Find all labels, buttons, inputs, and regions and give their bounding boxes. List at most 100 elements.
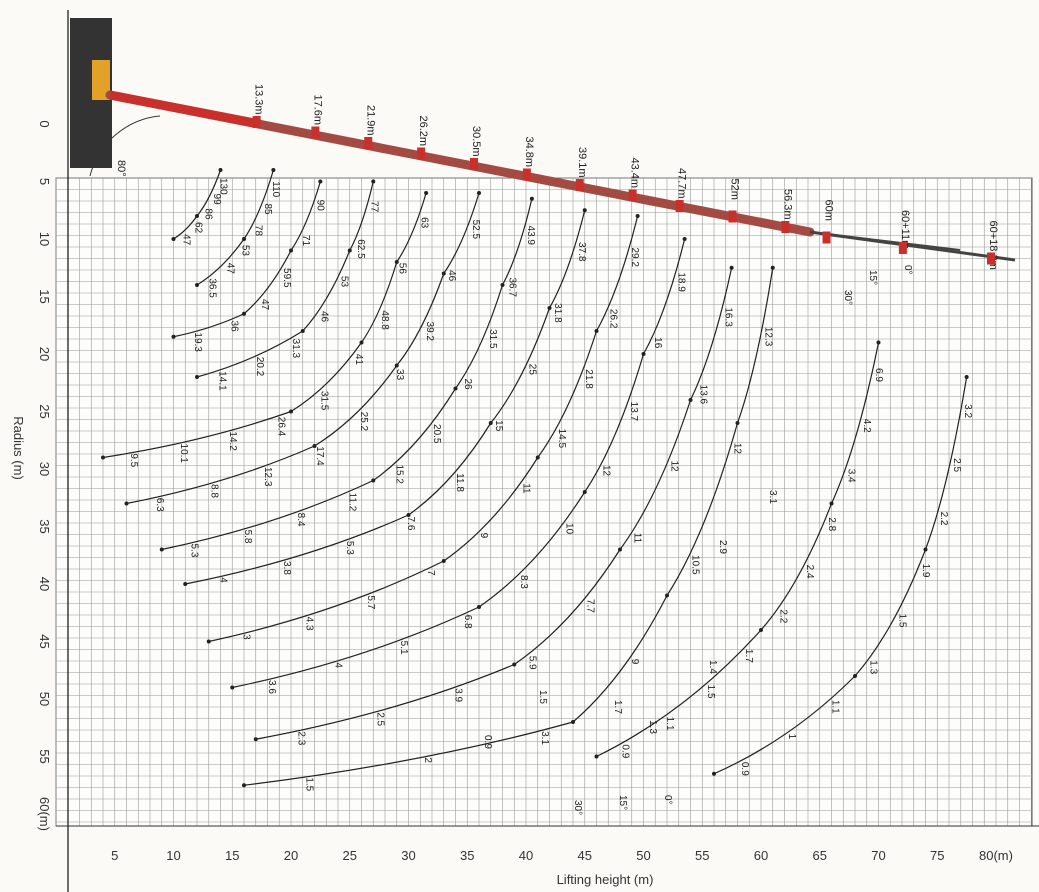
load-value-label: 5.3	[344, 541, 355, 555]
chart-grid	[55, 10, 1039, 892]
y-tick-label: 50	[37, 692, 52, 706]
load-point	[964, 375, 969, 379]
boom-section-joint	[470, 158, 478, 170]
y-tick-label: 25	[37, 404, 52, 418]
load-value-label: 13.7	[628, 402, 639, 422]
load-point	[712, 771, 716, 776]
load-value-label: 16.3	[722, 307, 733, 327]
load-value-label: 2.5	[375, 712, 386, 726]
load-value-label: 2.8	[826, 517, 837, 531]
boom-section-joint	[417, 147, 426, 160]
load-value-label: 7.7	[584, 599, 595, 613]
load-value-label: 2.4	[804, 565, 815, 579]
y-tick-label: 30	[37, 462, 52, 476]
load-curves: 130998662471108578534736.5907159.5473619…	[101, 168, 973, 815]
x-tick-label: 25	[343, 848, 357, 863]
load-value-label: 39.2	[424, 322, 435, 342]
annotation-label: 2.9	[717, 540, 728, 554]
boom-length-label: 21.9m	[364, 105, 376, 136]
x-tick-label: 55	[695, 848, 709, 863]
load-value-label: 110	[270, 181, 281, 197]
boom-section-joint	[987, 252, 995, 265]
load-value-label: 47	[180, 234, 191, 246]
load-value-label: 7	[425, 570, 436, 576]
load-value-label: 2.2	[938, 512, 949, 526]
load-value-label: 8.4	[295, 513, 306, 527]
load-curve	[185, 210, 586, 585]
load-value-label: 7.6	[405, 517, 416, 531]
load-point	[500, 283, 505, 287]
load-value-label: 62.5	[355, 239, 366, 259]
load-point	[770, 265, 775, 270]
load-value-label: 1.5	[897, 614, 908, 628]
load-curve	[243, 267, 774, 786]
load-point	[124, 501, 129, 506]
load-value-label: 6.9	[873, 368, 884, 382]
load-value-label: 15.2	[393, 464, 404, 484]
load-point	[453, 386, 458, 391]
load-point	[318, 179, 323, 184]
load-point	[641, 352, 646, 356]
y-axis-ticks: 0 5 10 15 20 25 30 35 40 45 50 55 60(m)	[37, 120, 52, 831]
load-value-label: 3.6	[266, 680, 277, 694]
load-value-label: 47	[259, 299, 270, 311]
x-tick-label: 30	[401, 848, 415, 863]
load-value-label: 13.6	[697, 385, 708, 405]
annotation-label: 1.7	[612, 700, 623, 714]
load-point	[923, 547, 928, 552]
load-value-label: 10.5	[689, 555, 700, 575]
load-value-label: 20.2	[254, 357, 265, 377]
load-value-label: 2.3	[296, 731, 307, 745]
load-value-label: 1.5	[303, 777, 314, 791]
boom-section-joint	[675, 200, 684, 212]
load-value-label: 62	[192, 222, 203, 234]
load-value-label: 5.7	[365, 595, 376, 609]
load-point	[230, 685, 235, 690]
load-point	[477, 605, 481, 609]
y-tick-label: 0	[37, 120, 52, 127]
load-value-label: 9	[629, 659, 640, 665]
load-value-label: 19.3	[192, 332, 203, 352]
boom-length-label: 13.3m	[253, 84, 265, 115]
x-axis-ticks: 5 10 15 20 25 30 35 40 45 50 55 60 65 70 75 80(m)	[111, 848, 1013, 863]
load-point	[206, 639, 211, 644]
load-value-label: 3.9	[452, 688, 463, 702]
x-tick-label: 60	[754, 848, 768, 863]
load-value-label: 2	[422, 757, 433, 763]
annotation-label: 1.5	[537, 690, 548, 704]
load-value-label: 26	[462, 378, 473, 390]
load-point	[665, 593, 669, 598]
load-value-label: 12.3	[262, 467, 273, 487]
load-value-label: 0.9	[620, 744, 631, 758]
boom-section-joint	[898, 242, 907, 254]
annotation-label: 0°	[902, 265, 913, 275]
load-value-label: 11	[631, 533, 642, 544]
load-value-label: 41	[353, 354, 364, 366]
x-tick-label: 50	[636, 848, 650, 863]
load-value-label: 1.9	[920, 564, 931, 578]
x-tick-label: 80(m)	[979, 848, 1013, 863]
boom-length-label: 56.3m	[781, 189, 793, 220]
load-point	[512, 662, 517, 667]
load-value-label: 2.5	[951, 458, 962, 472]
boom-jib-lattice	[809, 231, 961, 251]
load-point	[159, 547, 164, 552]
load-point	[300, 329, 305, 333]
boom-section-joint	[364, 137, 373, 149]
y-tick-label: 55	[37, 749, 52, 763]
load-value-label: 14.2	[227, 431, 238, 451]
load-value-label: 16	[652, 337, 663, 349]
annotation-label: 30°	[842, 290, 853, 305]
load-value-label: 10	[563, 523, 574, 535]
load-curve	[232, 238, 686, 689]
load-value-label: 11.8	[454, 473, 465, 492]
load-value-label: 17.4	[314, 446, 325, 466]
x-tick-label: 15	[225, 848, 239, 863]
load-value-label: 5.8	[242, 530, 253, 544]
boom-length-label: 60+11m	[899, 210, 911, 249]
load-point	[195, 214, 199, 218]
load-value-label: 3	[241, 634, 252, 640]
annotation-label: 1.4	[707, 660, 718, 674]
load-point	[218, 168, 223, 172]
load-value-label: 1.1	[830, 700, 841, 714]
